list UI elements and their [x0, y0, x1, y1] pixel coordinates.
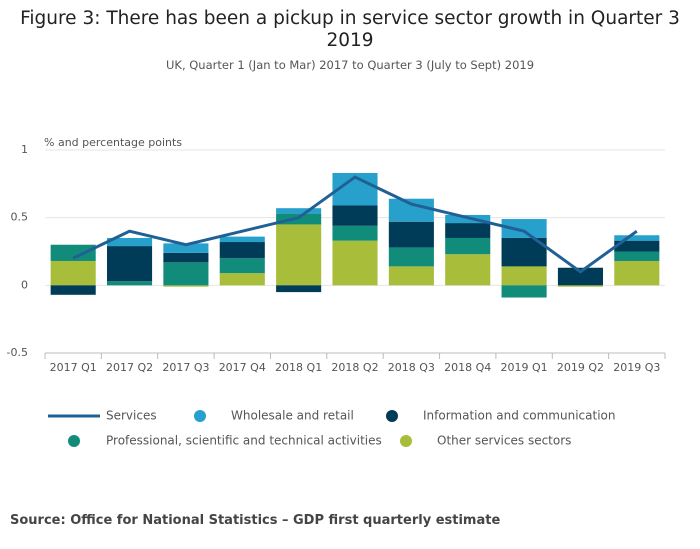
bar	[332, 240, 378, 286]
bar	[332, 225, 378, 241]
bar	[219, 236, 265, 243]
bar	[388, 198, 434, 222]
legend-label: Other services sectors	[437, 434, 571, 448]
bar	[388, 221, 434, 248]
legend-label: Wholesale and retail	[231, 409, 354, 423]
legend-label: Information and communication	[423, 409, 615, 423]
bar	[163, 243, 209, 253]
y-tick-label: 0.5	[11, 211, 29, 224]
x-tick-label: 2019 Q1	[501, 361, 548, 374]
y-tick-label: 0	[21, 278, 28, 291]
x-tick-label: 2018 Q3	[388, 361, 435, 374]
y-tick-label: 1	[21, 143, 28, 156]
x-tick-label: 2017 Q2	[106, 361, 153, 374]
y-tick-label: -0.5	[7, 346, 28, 359]
bar	[219, 273, 265, 286]
bar	[276, 285, 322, 293]
bar	[445, 237, 491, 255]
bar	[557, 267, 603, 286]
bar	[445, 223, 491, 238]
bar	[332, 205, 378, 226]
bar	[614, 251, 660, 261]
bar	[276, 224, 322, 286]
bar	[50, 244, 96, 261]
source: Source: Office for National Statistics –…	[10, 513, 501, 528]
chart-title: Figure 3: There has been a pickup in ser…	[20, 8, 680, 51]
bar	[388, 266, 434, 286]
x-tick-label: 2017 Q3	[162, 361, 209, 374]
x-tick-label: 2019 Q2	[557, 361, 604, 374]
bar	[614, 240, 660, 252]
x-tick-label: 2018 Q2	[331, 361, 378, 374]
bar	[445, 254, 491, 286]
legend-label: Services	[106, 409, 157, 423]
bar	[107, 237, 153, 247]
legend-label: Professional, scientific and technical a…	[106, 434, 382, 448]
bar	[388, 247, 434, 267]
x-tick-label: 2018 Q4	[444, 361, 491, 374]
bar	[163, 262, 209, 286]
bar	[219, 258, 265, 274]
bar	[163, 285, 209, 287]
bar	[501, 219, 547, 238]
bar	[614, 235, 660, 241]
chart-subtitle: UK, Quarter 1 (Jan to Mar) 2017 to Quart…	[165, 58, 535, 72]
bar	[501, 285, 547, 298]
bar	[276, 208, 322, 214]
bar	[557, 285, 603, 287]
bar	[501, 266, 547, 286]
x-tick-label: 2017 Q4	[219, 361, 266, 374]
line	[72, 175, 638, 274]
x-tick-label: 2018 Q1	[275, 361, 322, 374]
x-tick-label: 2019 Q3	[613, 361, 660, 374]
bar	[107, 281, 153, 286]
x-tick-label: 2017 Q1	[50, 361, 97, 374]
bar	[107, 246, 153, 282]
bar	[50, 260, 96, 286]
legend-swatch	[194, 410, 206, 422]
bar	[614, 260, 660, 286]
bar	[163, 252, 209, 263]
legend-swatch	[68, 435, 80, 447]
legend-swatch	[386, 410, 398, 422]
bar	[219, 242, 265, 259]
legend-swatch	[400, 435, 412, 447]
bar	[50, 285, 96, 295]
y-axis-label: % and percentage points	[44, 136, 182, 149]
